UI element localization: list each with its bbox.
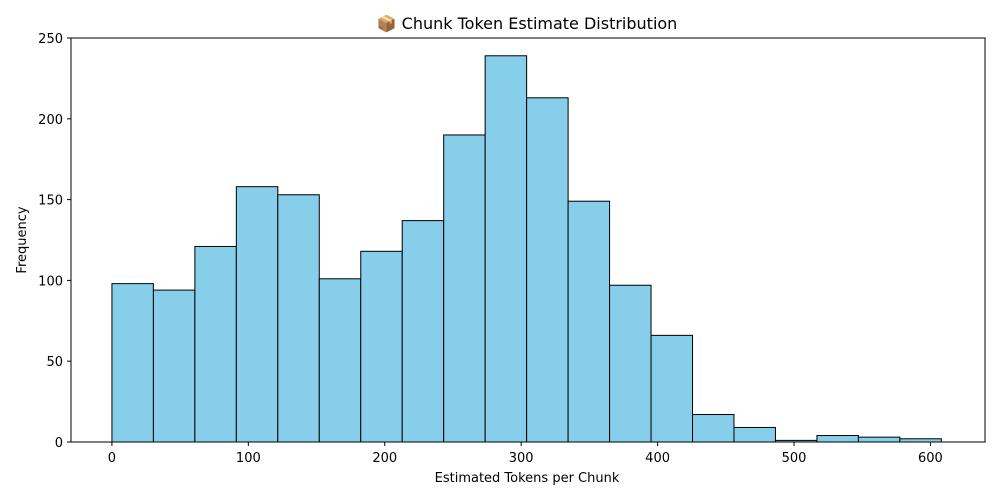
histogram-bar (360, 250, 403, 443)
histogram-bar (816, 435, 859, 443)
y-axis-label: Frequency (15, 206, 30, 273)
y-tick-label: 100 (38, 274, 63, 289)
chart-title: 📦 Chunk Token Estimate Distribution (377, 14, 678, 33)
x-tick-label: 100 (236, 451, 261, 466)
y-tick-label: 150 (38, 194, 63, 209)
y-tick-label: 250 (38, 32, 63, 47)
x-tick-label: 500 (782, 451, 807, 466)
x-tick-label: 600 (918, 451, 943, 466)
histogram-bar (692, 414, 735, 443)
histogram-bar (318, 278, 362, 443)
y-tick-label: 200 (38, 113, 63, 128)
histogram-bar (526, 97, 569, 443)
histogram-bar (484, 55, 528, 443)
histogram-bar (235, 186, 279, 443)
y-tick-label: 0 (55, 436, 63, 451)
x-axis-label: Estimated Tokens per Chunk (435, 471, 620, 486)
histogram-bar (733, 426, 776, 443)
x-tick-label: 200 (372, 451, 397, 466)
histogram-bar (609, 284, 652, 443)
histogram-bar (443, 134, 486, 443)
x-tick-label: 0 (108, 451, 116, 466)
plot-frame (70, 37, 986, 443)
bars-group (111, 55, 942, 443)
x-axis: 0 100 200 300 400 500 600 (108, 442, 943, 466)
histogram-bar (277, 194, 320, 443)
histogram-bar (152, 289, 196, 443)
histogram-bar (857, 436, 901, 443)
x-tick-label: 300 (509, 451, 534, 466)
histogram-bar (650, 334, 694, 443)
histogram-bar (401, 220, 445, 443)
y-axis: 0 50 100 150 200 250 (38, 32, 71, 451)
histogram-bar (567, 200, 611, 443)
y-tick-label: 50 (46, 355, 63, 370)
x-tick-label: 400 (645, 451, 670, 466)
histogram-bar (194, 245, 237, 443)
histogram-bar (111, 283, 154, 443)
